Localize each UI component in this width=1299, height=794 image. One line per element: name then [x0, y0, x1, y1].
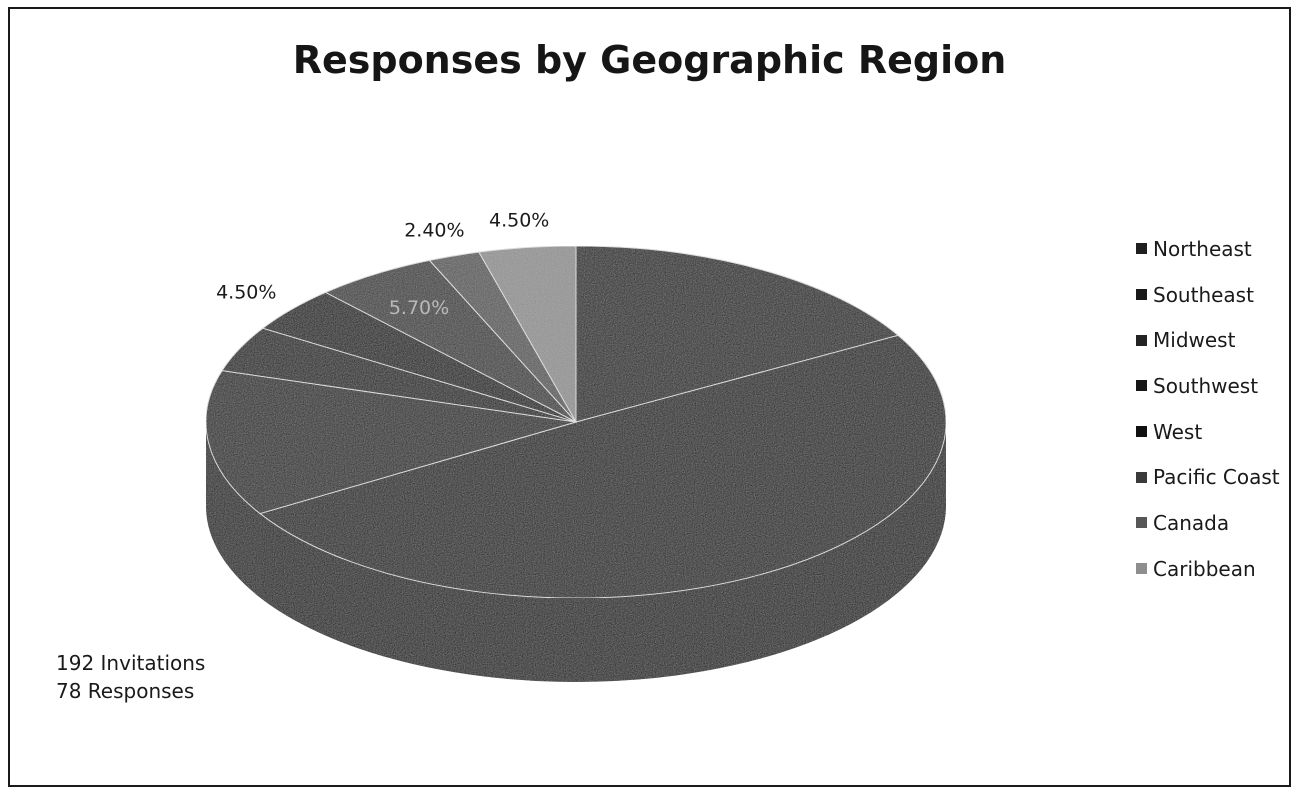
legend-item-pacific-coast: Pacific Coast — [1136, 454, 1280, 500]
legend-item-west: West — [1136, 409, 1280, 455]
legend-swatch — [1136, 380, 1147, 392]
legend-swatch — [1136, 243, 1147, 255]
legend-swatch — [1136, 289, 1147, 301]
legend-item-canada: Canada — [1136, 500, 1280, 546]
legend-swatch — [1136, 563, 1147, 575]
pie-side-midwest — [206, 422, 261, 598]
pie-slice-southeast — [258, 334, 947, 599]
legend-swatch — [1136, 334, 1147, 346]
responses-note: 78 Responses — [56, 679, 195, 703]
data-label-caribbean: 4.50% — [489, 210, 549, 232]
legend-item-southwest: Southwest — [1136, 363, 1280, 409]
data-label-canada: 2.40% — [404, 219, 464, 241]
legend-item-southeast: Southeast — [1136, 272, 1280, 318]
legend-swatch — [1136, 517, 1147, 529]
pie-slice-midwest — [205, 370, 577, 515]
legend-item-northeast: Northeast — [1136, 226, 1280, 272]
pie-slice-caribbean — [478, 245, 577, 424]
legend-item-caribbean: Caribbean — [1136, 546, 1280, 592]
chart-title: Responses by Geographic Region — [292, 38, 1007, 82]
legend-label: Caribbean — [1153, 556, 1256, 581]
data-label-west: 4.50% — [216, 281, 276, 303]
legend-label: Southeast — [1153, 282, 1254, 307]
legend-label: West — [1153, 419, 1203, 444]
legend-swatch — [1136, 426, 1147, 438]
pie-slice-northeast — [575, 245, 900, 423]
data-label-pacific-coast: 5.70% — [389, 297, 449, 319]
pie-side-southeast — [260, 422, 946, 682]
legend-label: Midwest — [1153, 328, 1236, 353]
legend-item-midwest: Midwest — [1136, 317, 1280, 363]
legend-label: Northeast — [1153, 236, 1252, 261]
legend-swatch — [1136, 471, 1147, 483]
legend-label: Pacific Coast — [1153, 465, 1280, 490]
legend: Northeast Southeast Midwest Southwest West Pa… — [1136, 226, 1280, 592]
invitations-note: 192 Invitations — [56, 651, 206, 675]
legend-label: Southwest — [1153, 373, 1259, 398]
legend-label: Canada — [1153, 510, 1230, 535]
